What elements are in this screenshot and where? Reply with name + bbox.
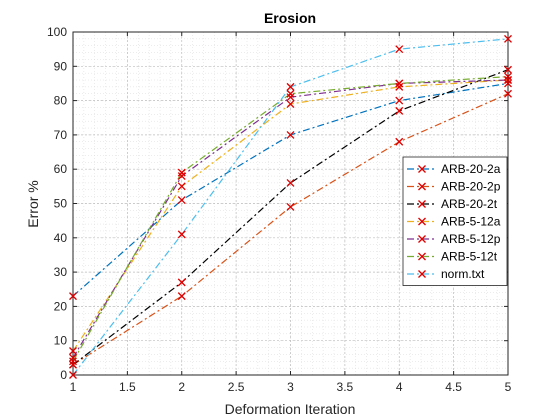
series-point-ARB-5-12t (69, 357, 77, 366)
series-line-ARB-20-2t (72, 69, 509, 366)
series-point-ARB-5-12p (504, 76, 512, 84)
x-tick-label: 2 (178, 380, 185, 394)
y-tick-label: 80 (54, 94, 68, 108)
series-point-norm.txt (69, 371, 77, 379)
legend-marker (418, 235, 426, 243)
x-tick-label: 1.5 (119, 380, 136, 394)
legend-marker (418, 182, 426, 191)
x-tick-labels: 1 1.5 2 2.5 3 3.5 4 4.5 5 (70, 380, 512, 394)
series-point-ARB-20-2p (286, 202, 295, 211)
series-point-ARB-5-12p (286, 93, 295, 102)
series-line-ARB-20-2p (72, 93, 509, 366)
series-point-ARB-20-2a (504, 79, 512, 88)
series-point-ARB-20-2p (177, 292, 186, 301)
legend-label: ARB-20-2p (441, 180, 501, 194)
series-point-norm.txt (177, 230, 186, 239)
x-tick-label: 5 (505, 380, 512, 394)
legend-label: norm.txt (441, 267, 485, 281)
y-tick-label: 70 (54, 128, 68, 142)
series-point-ARB-20-2a (395, 96, 404, 105)
y-tick-label: 100 (47, 25, 67, 39)
y-tick-label: 60 (54, 162, 68, 176)
series-point-ARB-5-12p (69, 353, 77, 362)
series-point-ARB-5-12t (395, 79, 404, 88)
legend-marker (418, 200, 426, 208)
series-point-ARB-5-12a (69, 347, 77, 355)
series-point-ARB-20-2a (177, 196, 186, 205)
series-point-ARB-20-2a (286, 130, 295, 139)
x-tick-label: 4.5 (445, 380, 462, 394)
legend: ARB-20-2a ARB-20-2p ARB-20-2t ARB-5-12a ARB-… (402, 156, 508, 286)
series-point-ARB-5-12t (504, 72, 512, 81)
legend-marker (418, 252, 426, 261)
y-axis-label: Error % (25, 180, 41, 227)
x-axis-label: Deformation Iteration (225, 401, 356, 417)
y-tick-label: 10 (54, 334, 68, 348)
series-point-ARB-20-2t (69, 360, 77, 369)
x-tick-label: 2.5 (228, 380, 245, 394)
series-point-ARB-5-12a (177, 182, 186, 191)
y-tick-label: 50 (54, 197, 68, 211)
series-point-ARB-20-2a (69, 292, 77, 301)
series-point-ARB-20-2t (395, 106, 404, 115)
legend-box (402, 156, 508, 286)
x-tick-label: 1 (70, 380, 77, 394)
series-point-ARB-20-2t (504, 65, 512, 74)
legend-label: ARB-5-12t (441, 250, 498, 264)
series-point-ARB-5-12p (177, 172, 186, 181)
series-point-ARB-5-12t (177, 168, 186, 177)
series-point-ARB-5-12a (286, 100, 295, 108)
legend-marker (418, 165, 426, 173)
y-tick-label: 90 (54, 59, 68, 73)
legend-label: ARB-20-2t (441, 197, 498, 211)
legend-label: ARB-20-2a (441, 162, 501, 176)
y-tick-labels: 0 10 20 30 40 50 60 70 80 90 100 (47, 25, 67, 382)
series-point-norm.txt (286, 82, 295, 91)
y-tick-label: 30 (54, 265, 68, 279)
series-markers (69, 34, 512, 379)
series-point-ARB-5-12t (286, 89, 295, 98)
series-point-ARB-5-12a (395, 82, 404, 91)
series-point-ARB-20-2t (286, 178, 295, 187)
legend-label: ARB-5-12a (441, 215, 501, 229)
chart-title: Erosion (264, 10, 316, 26)
legend-marker (418, 217, 426, 226)
y-tick-label: 0 (60, 368, 67, 382)
series-point-norm.txt (395, 45, 404, 54)
y-tick-label: 20 (54, 299, 68, 313)
x-tick-label: 3 (287, 380, 294, 394)
series-point-norm.txt (504, 34, 512, 43)
x-tick-label: 4 (396, 380, 403, 394)
series-point-ARB-20-2p (395, 137, 404, 146)
series-point-ARB-20-2t (177, 278, 186, 287)
series-line-ARB-5-12t (72, 75, 509, 362)
legend-label: ARB-5-12p (441, 232, 501, 246)
y-tick-label: 40 (54, 231, 68, 245)
legend-marker (418, 270, 426, 278)
x-tick-label: 3.5 (337, 380, 354, 394)
series-point-ARB-20-2p (504, 89, 512, 98)
